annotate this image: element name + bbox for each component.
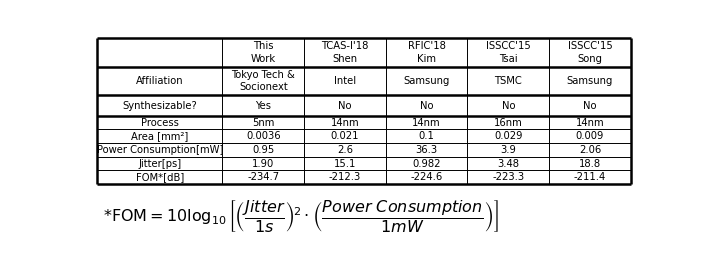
Text: 14nm: 14nm — [576, 118, 604, 128]
Text: 3.9: 3.9 — [501, 145, 516, 155]
Text: Samsung: Samsung — [567, 76, 613, 86]
Text: 0.009: 0.009 — [576, 131, 604, 141]
Text: 2.06: 2.06 — [579, 145, 601, 155]
Text: RFIC'18
Kim: RFIC'18 Kim — [408, 41, 446, 64]
Text: TCAS-I'18
Shen: TCAS-I'18 Shen — [321, 41, 368, 64]
Text: 36.3: 36.3 — [415, 145, 437, 155]
Text: No: No — [420, 101, 433, 111]
Text: 14nm: 14nm — [413, 118, 441, 128]
Text: 0.982: 0.982 — [413, 159, 441, 169]
Text: Process: Process — [141, 118, 179, 128]
Text: Affiliation: Affiliation — [136, 76, 183, 86]
Text: No: No — [338, 101, 351, 111]
Text: FOM*[dB]: FOM*[dB] — [136, 172, 184, 182]
Text: 0.95: 0.95 — [252, 145, 274, 155]
Text: No: No — [583, 101, 596, 111]
Text: 0.029: 0.029 — [494, 131, 523, 141]
Text: Samsung: Samsung — [403, 76, 449, 86]
Text: TSMC: TSMC — [494, 76, 522, 86]
Text: No: No — [501, 101, 515, 111]
Text: 2.6: 2.6 — [337, 145, 353, 155]
Text: -211.4: -211.4 — [574, 172, 606, 182]
Text: $*\mathrm{FOM} = 10\log_{10}\left[\left(\dfrac{\mathit{Jitter}}{1s}\right)^{\!2}: $*\mathrm{FOM} = 10\log_{10}\left[\left(… — [102, 198, 499, 234]
Text: This
Work: This Work — [251, 41, 275, 64]
Text: 0.021: 0.021 — [331, 131, 359, 141]
Text: ISSCC'15
Tsai: ISSCC'15 Tsai — [486, 41, 530, 64]
Text: Synthesizable?: Synthesizable? — [122, 101, 197, 111]
Text: 0.0036: 0.0036 — [246, 131, 280, 141]
Text: 1.90: 1.90 — [252, 159, 274, 169]
Text: 0.1: 0.1 — [419, 131, 435, 141]
Text: -234.7: -234.7 — [247, 172, 279, 182]
Text: ISSCC'15
Song: ISSCC'15 Song — [567, 41, 612, 64]
Text: 18.8: 18.8 — [579, 159, 601, 169]
Text: 5nm: 5nm — [252, 118, 275, 128]
Text: Yes: Yes — [256, 101, 271, 111]
Text: 14nm: 14nm — [331, 118, 359, 128]
Text: Tokyo Tech &
Socionext: Tokyo Tech & Socionext — [231, 70, 295, 92]
Text: Area [mm²]: Area [mm²] — [131, 131, 188, 141]
Text: 15.1: 15.1 — [334, 159, 356, 169]
Text: -212.3: -212.3 — [329, 172, 361, 182]
Text: -223.3: -223.3 — [492, 172, 524, 182]
Text: Intel: Intel — [334, 76, 356, 86]
Text: 16nm: 16nm — [494, 118, 523, 128]
Text: -224.6: -224.6 — [410, 172, 443, 182]
Text: Power Consumption[mW]: Power Consumption[mW] — [97, 145, 223, 155]
Text: Jitter[ps]: Jitter[ps] — [138, 159, 181, 169]
Text: 3.48: 3.48 — [497, 159, 519, 169]
